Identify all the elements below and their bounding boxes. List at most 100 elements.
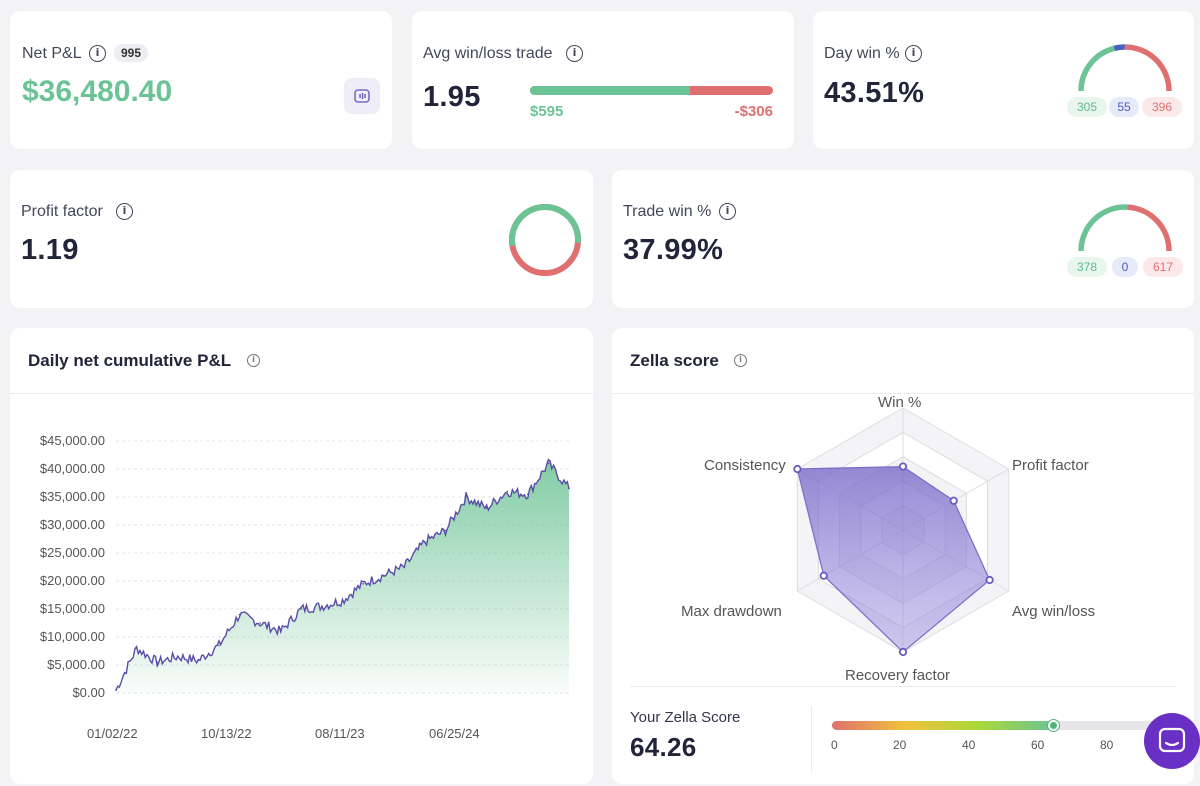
scale-tick: 20 <box>893 738 907 752</box>
data-point <box>176 655 179 658</box>
y-tick-label: $45,000.00 <box>39 433 105 448</box>
data-point <box>547 462 550 465</box>
bar-chart-icon <box>354 89 370 103</box>
y-tick-label: $5,000.00 <box>47 657 105 672</box>
data-point <box>341 599 344 602</box>
info-icon[interactable]: i <box>566 45 583 62</box>
chat-icon <box>1158 727 1186 753</box>
scale-tick: 40 <box>962 738 976 752</box>
cumulative-pnl-card: Daily net cumulative P&L i $45,000.00 $40… <box>10 328 593 784</box>
data-point <box>115 689 117 691</box>
data-point <box>382 574 385 577</box>
radar-point <box>985 575 994 585</box>
trade-breakeven-count: 0 <box>1112 257 1138 277</box>
profit-factor-label: Profit factor <box>21 203 103 220</box>
radar-point <box>949 496 958 505</box>
trade-win-value: 37.99% <box>623 234 724 266</box>
win-loss-bar <box>530 86 773 95</box>
day-loss-count: 396 <box>1142 97 1182 117</box>
y-tick-label: $10,000.00 <box>39 629 105 644</box>
data-point <box>485 507 488 509</box>
data-point <box>259 622 261 624</box>
card-divider <box>612 393 1194 394</box>
radar-label-profit-factor: Profit factor <box>1012 457 1089 474</box>
data-point <box>218 644 220 647</box>
y-tick-label: $40,000.00 <box>39 461 105 476</box>
radar-point <box>793 464 802 474</box>
y-tick-label: $35,000.00 <box>39 489 105 504</box>
zella-score-card: Zella score i Win % Profit factor Avg wi… <box>612 328 1194 784</box>
y-tick-label: $30,000.00 <box>39 517 105 532</box>
x-tick-label: 10/13/22 <box>201 726 252 741</box>
x-tick-label: 08/11/23 <box>315 726 365 741</box>
x-tick-label: 06/25/24 <box>429 726 480 741</box>
net-pnl-value: $36,480.40 <box>22 75 173 108</box>
data-point <box>444 529 447 532</box>
your-score-label: Your Zella Score <box>630 709 741 726</box>
profit-factor-value: 1.19 <box>21 234 79 266</box>
day-win-card: Day win % i 43.51% 305 55 396 <box>813 11 1194 149</box>
day-breakeven-count: 55 <box>1109 97 1139 117</box>
radar-point <box>898 462 908 471</box>
data-point <box>156 661 158 663</box>
y-tick-label: $15,000.00 <box>39 601 105 616</box>
score-scale-bar <box>832 721 1172 730</box>
data-point <box>424 541 426 543</box>
zella-score-title: Zella score <box>630 351 719 370</box>
cumulative-pnl-title: Daily net cumulative P&L <box>28 351 232 370</box>
trade-win-count: 378 <box>1067 257 1107 277</box>
y-tick-label: $25,000.00 <box>39 545 105 560</box>
info-icon[interactable]: i <box>116 203 133 220</box>
day-win-label: Day win % <box>824 45 900 62</box>
trade-win-label: Trade win % <box>623 203 712 220</box>
scale-tick: 60 <box>1031 738 1045 752</box>
avg-win-loss-card: Avg win/loss trade i 1.95 $595 -$306 <box>412 11 794 149</box>
data-point <box>279 630 282 633</box>
score-marker <box>1047 720 1059 731</box>
avg-win-loss-label: Avg win/loss trade <box>423 45 553 62</box>
day-win-count: 305 <box>1067 97 1107 117</box>
data-point <box>321 605 323 607</box>
radar-label-avg-win-loss: Avg win/loss <box>1012 603 1096 620</box>
chart-toggle-button[interactable] <box>344 78 380 114</box>
data-point <box>527 493 529 495</box>
trade-win-gauge <box>1078 204 1172 252</box>
data-point <box>506 490 509 493</box>
data-point <box>465 496 467 498</box>
radar-point <box>819 571 828 580</box>
avg-loss-amount: -$306 <box>734 103 773 120</box>
zella-radar-chart <box>793 407 1010 657</box>
scale-tick: 0 <box>831 738 838 752</box>
info-icon[interactable]: i <box>719 203 736 220</box>
scale-tick: 80 <box>1100 738 1114 752</box>
data-point <box>403 566 406 568</box>
data-point <box>362 583 364 585</box>
chat-launcher-button[interactable] <box>1144 713 1200 769</box>
card-divider <box>10 393 593 394</box>
info-icon[interactable]: i <box>247 354 260 367</box>
score-scale-fill <box>832 721 1054 730</box>
score-vertical-divider <box>811 706 812 772</box>
data-point <box>197 659 200 662</box>
info-icon[interactable]: i <box>89 45 106 62</box>
info-icon[interactable]: i <box>734 354 747 367</box>
score-divider <box>630 686 1176 687</box>
net-pnl-label: Net P&L <box>22 45 82 62</box>
radar-label-win: Win % <box>878 394 922 411</box>
cumulative-area <box>116 459 569 693</box>
radar-label-max-drawdown: Max drawdown <box>681 603 782 620</box>
data-point <box>300 608 303 610</box>
cumulative-pnl-chart <box>115 440 570 694</box>
profit-factor-card: Profit factor i 1.19 <box>10 170 593 308</box>
info-icon[interactable]: i <box>905 45 922 62</box>
y-tick-label: $20,000.00 <box>39 573 105 588</box>
radar-label-consistency: Consistency <box>704 457 786 474</box>
trade-loss-count: 617 <box>1143 257 1183 277</box>
radar-label-recovery-factor: Recovery factor <box>845 667 951 684</box>
trade-count-badge: 995 <box>114 44 149 62</box>
day-win-gauge <box>1078 44 1172 92</box>
x-tick-label: 01/02/22 <box>87 726 138 741</box>
y-tick-label: $0.00 <box>72 685 105 700</box>
radar-point <box>898 647 908 657</box>
data-point <box>238 613 241 616</box>
